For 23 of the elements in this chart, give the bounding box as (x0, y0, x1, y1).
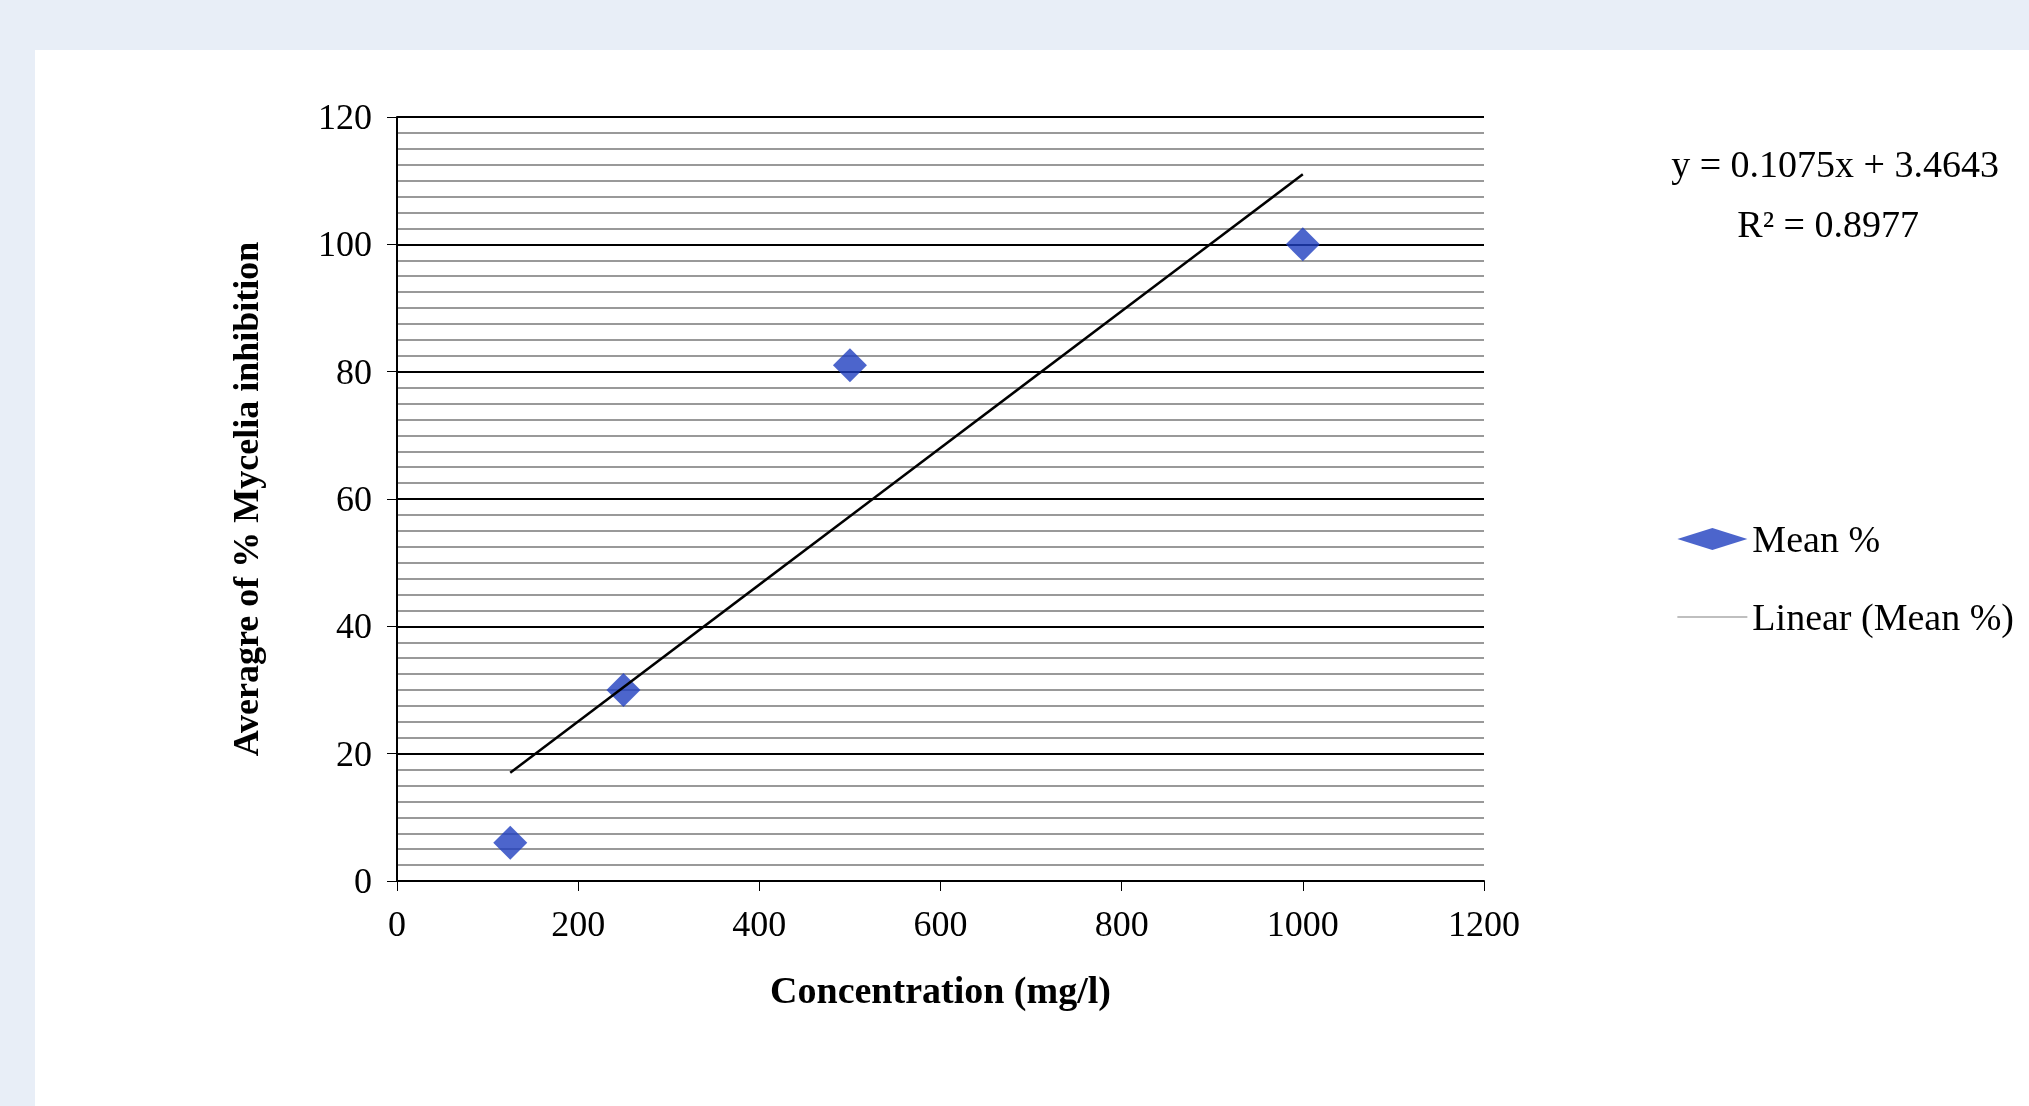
legend-label: Mean % (1752, 518, 1881, 560)
text: y = 0.1075x + 3.4643 (1671, 143, 2000, 185)
y-tick-label: 40 (336, 606, 372, 647)
x-tick-label: 1200 (1448, 904, 1520, 944)
legend-label: Linear (Mean %) (1752, 596, 2014, 639)
y-axis-title: Averagre of % Mycelia inhibition (226, 241, 266, 757)
y-tick-label: 20 (336, 733, 372, 774)
point (1285, 227, 1320, 262)
point (493, 825, 528, 860)
x-tick-label: 600 (913, 904, 968, 944)
x-tick-label: 800 (1094, 904, 1149, 944)
text: R² = 0.8977 (1737, 203, 1919, 245)
x-tick-label: 200 (551, 904, 606, 944)
y-tick-label: 100 (318, 224, 372, 265)
y-tick-label: 0 (354, 861, 372, 901)
x-tick-label: 400 (732, 904, 787, 944)
y-tick-label: 120 (318, 97, 372, 137)
x-axis-title: Concentration (mg/l) (770, 969, 1111, 1012)
y-tick-label: 60 (336, 479, 372, 519)
x-tick-label: 1000 (1266, 904, 1339, 944)
point (832, 348, 867, 383)
x-tick-label: 0 (388, 904, 406, 944)
y-tick-label: 80 (336, 351, 372, 392)
